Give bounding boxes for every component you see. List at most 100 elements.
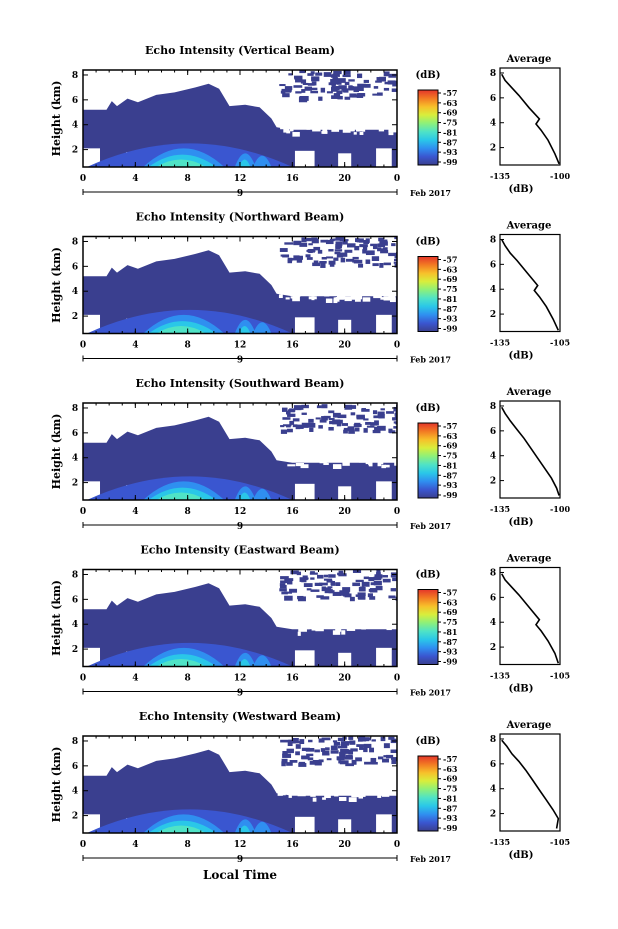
echo-speckle bbox=[341, 423, 349, 426]
echo-gap-speckle bbox=[359, 289, 365, 293]
colorbar-tick-label: -75 bbox=[443, 451, 457, 461]
echo-speckle bbox=[308, 243, 313, 246]
echo-speckle bbox=[372, 263, 379, 267]
echo-speckle bbox=[313, 260, 319, 264]
echo-gap-speckle bbox=[369, 789, 374, 793]
echo-speckle bbox=[337, 95, 343, 100]
panel-5: Echo Intensity (Westward Beam) 0 4 8 12 16 20 0… bbox=[50, 710, 570, 865]
echo-gap-speckle bbox=[277, 120, 284, 123]
echo-speckle bbox=[284, 242, 294, 245]
echo-gap-speckle bbox=[331, 129, 340, 132]
echo-speckle bbox=[380, 250, 389, 254]
profile-x-tick-label: -105 bbox=[550, 671, 570, 681]
echo-speckle bbox=[326, 758, 332, 761]
echo-speckle bbox=[303, 577, 309, 580]
profile-y-tick-label: 6 bbox=[490, 94, 496, 104]
echo-gap-speckle bbox=[333, 455, 339, 460]
echo-gap-speckle bbox=[286, 622, 294, 626]
echo-speckle bbox=[365, 250, 375, 256]
echo-gap-speckle bbox=[389, 297, 396, 303]
echo-gap-speckle bbox=[388, 128, 397, 133]
profile-x-label: (dB) bbox=[509, 684, 534, 695]
echo-speckle bbox=[339, 590, 344, 593]
colorbar-tick-label: -57 bbox=[443, 255, 457, 265]
echo-gap-speckle bbox=[379, 460, 384, 465]
echo-speckle bbox=[370, 243, 378, 247]
echo-speckle bbox=[392, 417, 397, 421]
echo-speckle bbox=[321, 737, 331, 741]
data-gap bbox=[376, 148, 392, 167]
echo-speckle bbox=[363, 576, 370, 580]
echo-speckle bbox=[328, 418, 335, 421]
profile-x-tick-label: -105 bbox=[550, 338, 570, 348]
colorbar-tick-label: -63 bbox=[443, 431, 458, 441]
echo-gap-speckle bbox=[308, 288, 317, 293]
echo-gap-speckle bbox=[332, 630, 341, 635]
echo-speckle bbox=[325, 239, 334, 245]
echo-speckle bbox=[307, 83, 315, 86]
echo-speckle bbox=[323, 415, 331, 419]
echo-gap-speckle bbox=[362, 622, 370, 625]
echo-speckle bbox=[360, 737, 370, 742]
echo-speckle bbox=[318, 96, 323, 101]
echo-gap-speckle bbox=[339, 455, 347, 460]
intensity-band bbox=[238, 492, 251, 500]
echo-speckle bbox=[287, 579, 293, 585]
profile-x-label: (dB) bbox=[509, 850, 534, 861]
echo-speckle bbox=[392, 577, 397, 582]
date-month-label: Feb 2017 bbox=[410, 854, 451, 864]
echo-speckle bbox=[281, 761, 286, 767]
echo-gap-speckle bbox=[348, 797, 357, 802]
echo-speckle bbox=[298, 426, 304, 429]
y-tick-label: 2 bbox=[72, 146, 78, 156]
echo-speckle bbox=[337, 746, 343, 749]
echo-speckle bbox=[321, 257, 327, 260]
profile-x-tick-label: -135 bbox=[490, 837, 510, 847]
echo-speckle bbox=[287, 409, 296, 412]
echo-gap-speckle bbox=[342, 128, 351, 133]
echo-speckle bbox=[371, 739, 376, 742]
profile-title: Average bbox=[506, 387, 552, 398]
echo-gap-speckle bbox=[299, 621, 306, 626]
echo-speckle bbox=[321, 404, 328, 409]
colorbar-tick-label: -93 bbox=[443, 147, 458, 157]
y-tick-label: 2 bbox=[72, 645, 78, 655]
echo-speckle bbox=[322, 753, 330, 756]
intensity-band bbox=[253, 155, 272, 167]
echo-speckle bbox=[357, 595, 366, 600]
echo-gap-speckle bbox=[280, 790, 289, 795]
echo-gap-speckle bbox=[337, 626, 345, 629]
echo-speckle bbox=[308, 418, 314, 423]
echo-gap-speckle bbox=[356, 623, 363, 628]
echo-speckle bbox=[394, 263, 397, 268]
data-gap bbox=[376, 647, 392, 667]
echo-speckle bbox=[320, 87, 326, 93]
y-tick-label: 8 bbox=[72, 737, 78, 747]
profile-y-tick-label: 8 bbox=[490, 69, 496, 79]
echo-gap-speckle bbox=[377, 461, 382, 467]
echo-speckle bbox=[393, 426, 397, 429]
y-tick-label: 4 bbox=[72, 454, 78, 464]
echo-speckle bbox=[376, 569, 381, 575]
y-axis-label: Height (km) bbox=[50, 247, 63, 323]
profile-y-tick-label: 2 bbox=[490, 810, 496, 820]
echo-speckle bbox=[301, 422, 311, 428]
colorbar-tick-label: -81 bbox=[443, 627, 457, 637]
data-gap bbox=[83, 148, 101, 167]
echo-speckle bbox=[318, 738, 325, 743]
x-tick-label: 0 bbox=[394, 174, 400, 184]
intensity-band bbox=[253, 488, 272, 500]
echo-gap-speckle bbox=[280, 458, 288, 461]
colorbar-tick-label: -57 bbox=[443, 754, 457, 764]
local-time-label: Local Time bbox=[203, 868, 277, 882]
echo-speckle bbox=[331, 87, 338, 92]
colorbar-tick-label: -69 bbox=[443, 108, 458, 118]
echo-gap-speckle bbox=[339, 797, 347, 801]
echo-speckle bbox=[374, 574, 383, 579]
echo-gap-speckle bbox=[376, 623, 381, 627]
echo-speckle bbox=[301, 747, 310, 752]
echo-gap-speckle bbox=[277, 791, 283, 796]
echo-speckle bbox=[299, 577, 305, 582]
echo-speckle bbox=[394, 253, 397, 259]
data-gap bbox=[294, 150, 315, 167]
